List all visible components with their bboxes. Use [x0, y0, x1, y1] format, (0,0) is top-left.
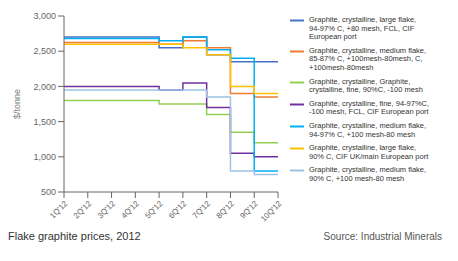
svg-text:2,500: 2,500 [33, 46, 56, 56]
html-text:Graphite, crystalline, medium: Graphite, crystalline, medium flake, 85-… [309, 45, 427, 72]
svg-text:1,500: 1,500 [33, 117, 56, 127]
html-text:Flake graphite prices, 2012: Flake graphite prices, 2012 [8, 230, 141, 242]
svg-text:500: 500 [41, 187, 56, 197]
html-text:Graphite, crystalline, large f: Graphite, crystalline, large flake, 90% … [309, 143, 429, 161]
svg-text:2,000: 2,000 [33, 82, 56, 92]
svg-text:1,000: 1,000 [33, 152, 56, 162]
svg-text:9Q'12: 9Q'12 [238, 199, 260, 221]
html-text:Graphite, crystalline, medium: Graphite, crystalline, medium flake, 94-… [309, 120, 427, 139]
html-text:Graphite, crystalline, large f: Graphite, crystalline, large flake, 94-9… [309, 15, 417, 42]
html-text:Source: Industrial Minerals: Source: Industrial Minerals [323, 231, 442, 242]
svg-text:3,000: 3,000 [33, 11, 56, 21]
svg-text:1Q'12: 1Q'12 [48, 199, 70, 221]
svg-text:4Q'12: 4Q'12 [119, 199, 141, 221]
svg-text:10Q'12: 10Q'12 [259, 199, 284, 224]
svg-text:5Q'12: 5Q'12 [143, 199, 165, 221]
svg-text:6Q'12: 6Q'12 [167, 199, 189, 221]
svg-text:2Q'12: 2Q'12 [72, 199, 94, 221]
html-text:Graphite, crystalline, fine, 9: Graphite, crystalline, fine, 94-97%C, -1… [309, 98, 430, 117]
svg-text:3Q'12: 3Q'12 [96, 199, 118, 221]
html-text:Graphite, crystalline, medium: Graphite, crystalline, medium flake, 90%… [309, 165, 427, 183]
svg-text:$/tonne: $/tonne [12, 89, 22, 119]
svg-text:8Q'12: 8Q'12 [215, 199, 237, 221]
html-text:Graphite, crystalline, Graphit: Graphite, crystalline, Graphite, crystal… [309, 76, 423, 95]
svg-text:7Q'12: 7Q'12 [191, 199, 213, 221]
